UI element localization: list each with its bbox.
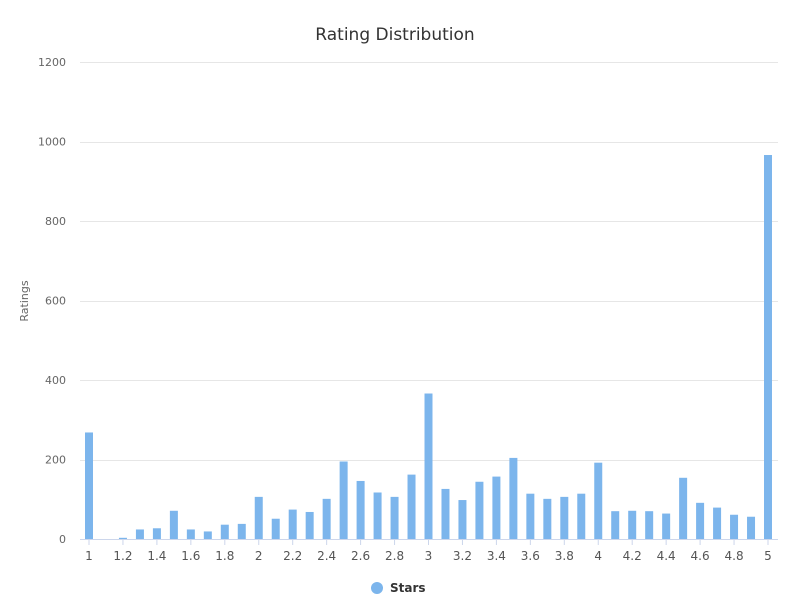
y-axis-label: Ratings xyxy=(18,280,31,321)
bar[interactable] xyxy=(322,498,331,539)
bar[interactable] xyxy=(135,529,144,539)
bar[interactable] xyxy=(118,537,127,539)
bar[interactable] xyxy=(85,432,93,539)
bar[interactable] xyxy=(509,457,518,539)
x-tick-label: 3.6 xyxy=(521,549,540,563)
x-tick-label: 4.6 xyxy=(691,549,710,563)
y-tick-label: 400 xyxy=(45,374,66,387)
x-tick-label: 2.4 xyxy=(317,549,336,563)
y-tick-label: 800 xyxy=(45,215,66,228)
x-tick-label: 3.4 xyxy=(487,549,506,563)
y-tick-label: 200 xyxy=(45,454,66,467)
x-tick-label: 1 xyxy=(85,549,93,563)
bar[interactable] xyxy=(152,528,161,539)
bar[interactable] xyxy=(645,511,654,539)
x-tick-label: 2.6 xyxy=(351,549,370,563)
bar[interactable] xyxy=(458,500,467,539)
bar[interactable] xyxy=(186,529,195,539)
x-tick-label: 3.2 xyxy=(453,549,472,563)
y-tick-label: 0 xyxy=(59,533,66,546)
x-tick-label: 4.4 xyxy=(657,549,676,563)
bar[interactable] xyxy=(237,523,246,539)
x-tick-label: 2.8 xyxy=(385,549,404,563)
bar[interactable] xyxy=(628,510,637,539)
x-tick-label: 5 xyxy=(764,549,772,563)
bar[interactable] xyxy=(475,481,484,539)
bar[interactable] xyxy=(679,477,688,539)
bars xyxy=(85,155,772,539)
y-axis-ticks: 0 200 400 600 800 1000 1200 xyxy=(38,56,66,546)
legend-marker-stars[interactable] xyxy=(371,582,383,594)
bar[interactable] xyxy=(339,461,348,539)
bar[interactable] xyxy=(390,496,399,539)
y-tick-label: 600 xyxy=(45,295,66,308)
bar[interactable] xyxy=(662,513,671,539)
legend[interactable]: Stars xyxy=(371,581,426,595)
bar[interactable] xyxy=(220,524,229,539)
y-tick-label: 1200 xyxy=(38,56,66,69)
x-tick-label: 3 xyxy=(425,549,433,563)
bar[interactable] xyxy=(713,507,722,539)
bar[interactable] xyxy=(492,476,501,539)
bar[interactable] xyxy=(730,514,739,539)
x-tick-label: 1.6 xyxy=(181,549,200,563)
x-tick-label: 4.2 xyxy=(623,549,642,563)
chart-title: Rating Distribution xyxy=(315,25,474,45)
x-tick-label: 1.2 xyxy=(113,549,132,563)
bar[interactable] xyxy=(441,488,450,539)
x-tick-label: 2.2 xyxy=(283,549,302,563)
x-axis-ticks: 1 1.2 1.4 1.6 1.8 2 2.2 2.4 2.6 2.8 3 3.2 3.4 3.6 3.8 4… xyxy=(85,539,772,563)
x-tick-label: 2 xyxy=(255,549,263,563)
bar[interactable] xyxy=(543,498,552,539)
x-tick-label: 4 xyxy=(594,549,602,563)
bar[interactable] xyxy=(424,393,433,539)
gridlines xyxy=(80,62,778,461)
bar[interactable] xyxy=(288,509,297,539)
x-tick-label: 4.8 xyxy=(725,549,744,563)
bar[interactable] xyxy=(356,480,365,539)
legend-label-stars[interactable]: Stars xyxy=(390,581,426,595)
bar[interactable] xyxy=(373,492,382,539)
bar[interactable] xyxy=(611,511,620,539)
bar[interactable] xyxy=(526,493,535,539)
bar[interactable] xyxy=(254,496,263,539)
bar[interactable] xyxy=(305,511,314,539)
x-tick-label: 1.4 xyxy=(147,549,166,563)
bar[interactable] xyxy=(560,496,569,539)
x-tick-label: 3.8 xyxy=(555,549,574,563)
bar[interactable] xyxy=(594,462,603,539)
bar[interactable] xyxy=(407,474,416,539)
bar[interactable] xyxy=(696,502,705,539)
bar[interactable] xyxy=(577,493,586,539)
bar[interactable] xyxy=(764,155,772,539)
bar[interactable] xyxy=(271,518,280,539)
bar[interactable] xyxy=(169,510,178,539)
bar[interactable] xyxy=(747,516,756,539)
y-tick-label: 1000 xyxy=(38,136,66,149)
x-tick-label: 1.8 xyxy=(215,549,234,563)
bar[interactable] xyxy=(203,531,212,539)
